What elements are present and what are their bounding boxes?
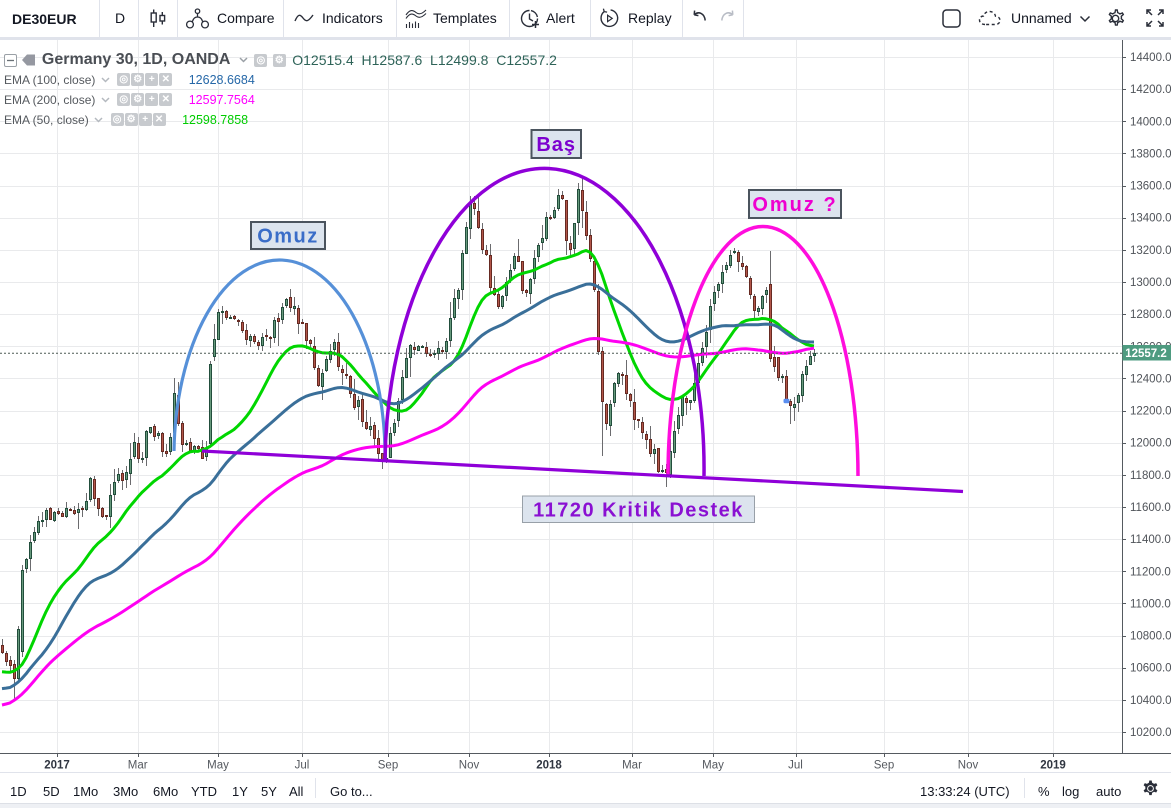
svg-text:12200.0: 12200.0 — [1130, 406, 1171, 418]
svg-text:11720 Kritik Destek: 11720 Kritik Destek — [533, 500, 744, 522]
svg-text:14000.0: 14000.0 — [1130, 116, 1171, 128]
svg-text:13000.0: 13000.0 — [1130, 277, 1171, 289]
svg-text:12557.2: 12557.2 — [1125, 348, 1167, 360]
svg-text:13600.0: 13600.0 — [1130, 181, 1171, 193]
svg-text:11800.0: 11800.0 — [1130, 470, 1171, 482]
svg-text:Sep: Sep — [874, 760, 894, 772]
svg-text:Nov: Nov — [958, 760, 979, 772]
svg-text:11200.0: 11200.0 — [1130, 566, 1171, 578]
svg-text:Baş: Baş — [536, 134, 576, 156]
svg-text:12800.0: 12800.0 — [1130, 309, 1171, 321]
svg-text:Jul: Jul — [788, 760, 803, 772]
svg-text:Mar: Mar — [622, 760, 642, 772]
svg-text:14200.0: 14200.0 — [1130, 84, 1171, 96]
svg-text:May: May — [702, 760, 724, 772]
svg-text:May: May — [207, 760, 229, 772]
svg-text:2018: 2018 — [536, 760, 562, 772]
svg-text:Nov: Nov — [459, 760, 480, 772]
svg-text:10600.0: 10600.0 — [1130, 663, 1171, 675]
svg-text:12000.0: 12000.0 — [1130, 438, 1171, 450]
svg-text:13200.0: 13200.0 — [1130, 245, 1171, 257]
svg-text:2019: 2019 — [1040, 760, 1066, 772]
svg-text:Omuz: Omuz — [257, 226, 319, 248]
svg-text:10400.0: 10400.0 — [1130, 695, 1171, 707]
svg-text:12400.0: 12400.0 — [1130, 373, 1171, 385]
svg-text:Mar: Mar — [128, 760, 148, 772]
svg-text:14400.0: 14400.0 — [1130, 52, 1171, 64]
svg-text:Sep: Sep — [378, 760, 398, 772]
svg-text:11600.0: 11600.0 — [1130, 502, 1171, 514]
svg-text:11400.0: 11400.0 — [1130, 534, 1171, 546]
svg-text:10800.0: 10800.0 — [1130, 631, 1171, 643]
svg-text:13800.0: 13800.0 — [1130, 148, 1171, 160]
svg-text:11000.0: 11000.0 — [1130, 598, 1171, 610]
svg-text:Omuz ?: Omuz ? — [752, 194, 837, 216]
svg-text:Jul: Jul — [295, 760, 310, 772]
svg-text:10200.0: 10200.0 — [1130, 727, 1171, 739]
svg-text:2017: 2017 — [44, 760, 70, 772]
svg-text:13400.0: 13400.0 — [1130, 213, 1171, 225]
